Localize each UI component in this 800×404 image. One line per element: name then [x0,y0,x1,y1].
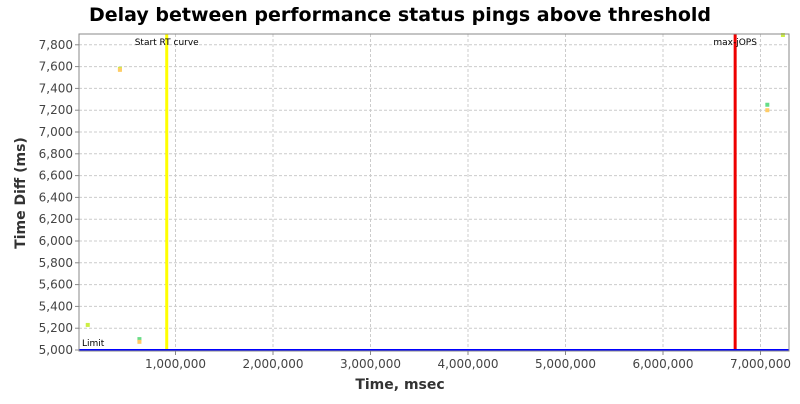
data-point [137,337,142,342]
x-tick-label: 1,000,000 [145,357,206,371]
y-tick-label: 5,600 [39,278,73,292]
data-point [117,67,122,72]
y-tick-label: 7,200 [39,103,73,117]
y-tick-label: 5,400 [39,299,73,313]
data-point [137,339,142,344]
y-tick-label: 7,800 [39,38,73,52]
y-axis-label: Time Diff (ms) [13,137,29,249]
y-tick-label: 5,800 [39,256,73,270]
y-tick-label: 5,000 [39,343,73,357]
x-tick-label: 3,000,000 [340,357,401,371]
x-tick-label: 6,000,000 [632,357,693,371]
x-tick-label: 4,000,000 [437,357,498,371]
x-tick-label: 5,000,000 [535,357,596,371]
y-tick-label: 5,200 [39,321,73,335]
limit-label: Limit [82,339,105,349]
marker-label: max-jOPS [713,38,757,48]
x-axis-label: Time, msec [355,377,444,393]
marker-label: Start RT curve [135,38,199,48]
y-tick-label: 6,200 [39,212,73,226]
data-point [765,108,770,113]
chart-title: Delay between performance status pings a… [89,4,711,26]
y-tick-label: 7,600 [39,60,73,74]
data-point [780,32,785,37]
y-tick-label: 7,000 [39,125,73,139]
x-tick-label: 2,000,000 [242,357,303,371]
y-tick-label: 6,800 [39,147,73,161]
y-tick-label: 6,400 [39,190,73,204]
data-point [85,322,90,327]
y-tick-label: 6,600 [39,169,73,183]
y-tick-label: 7,400 [39,81,73,95]
y-tick-label: 6,000 [39,234,73,248]
data-point [765,102,770,107]
plot-area [78,33,790,352]
x-tick-label: 7,000,000 [730,357,791,371]
